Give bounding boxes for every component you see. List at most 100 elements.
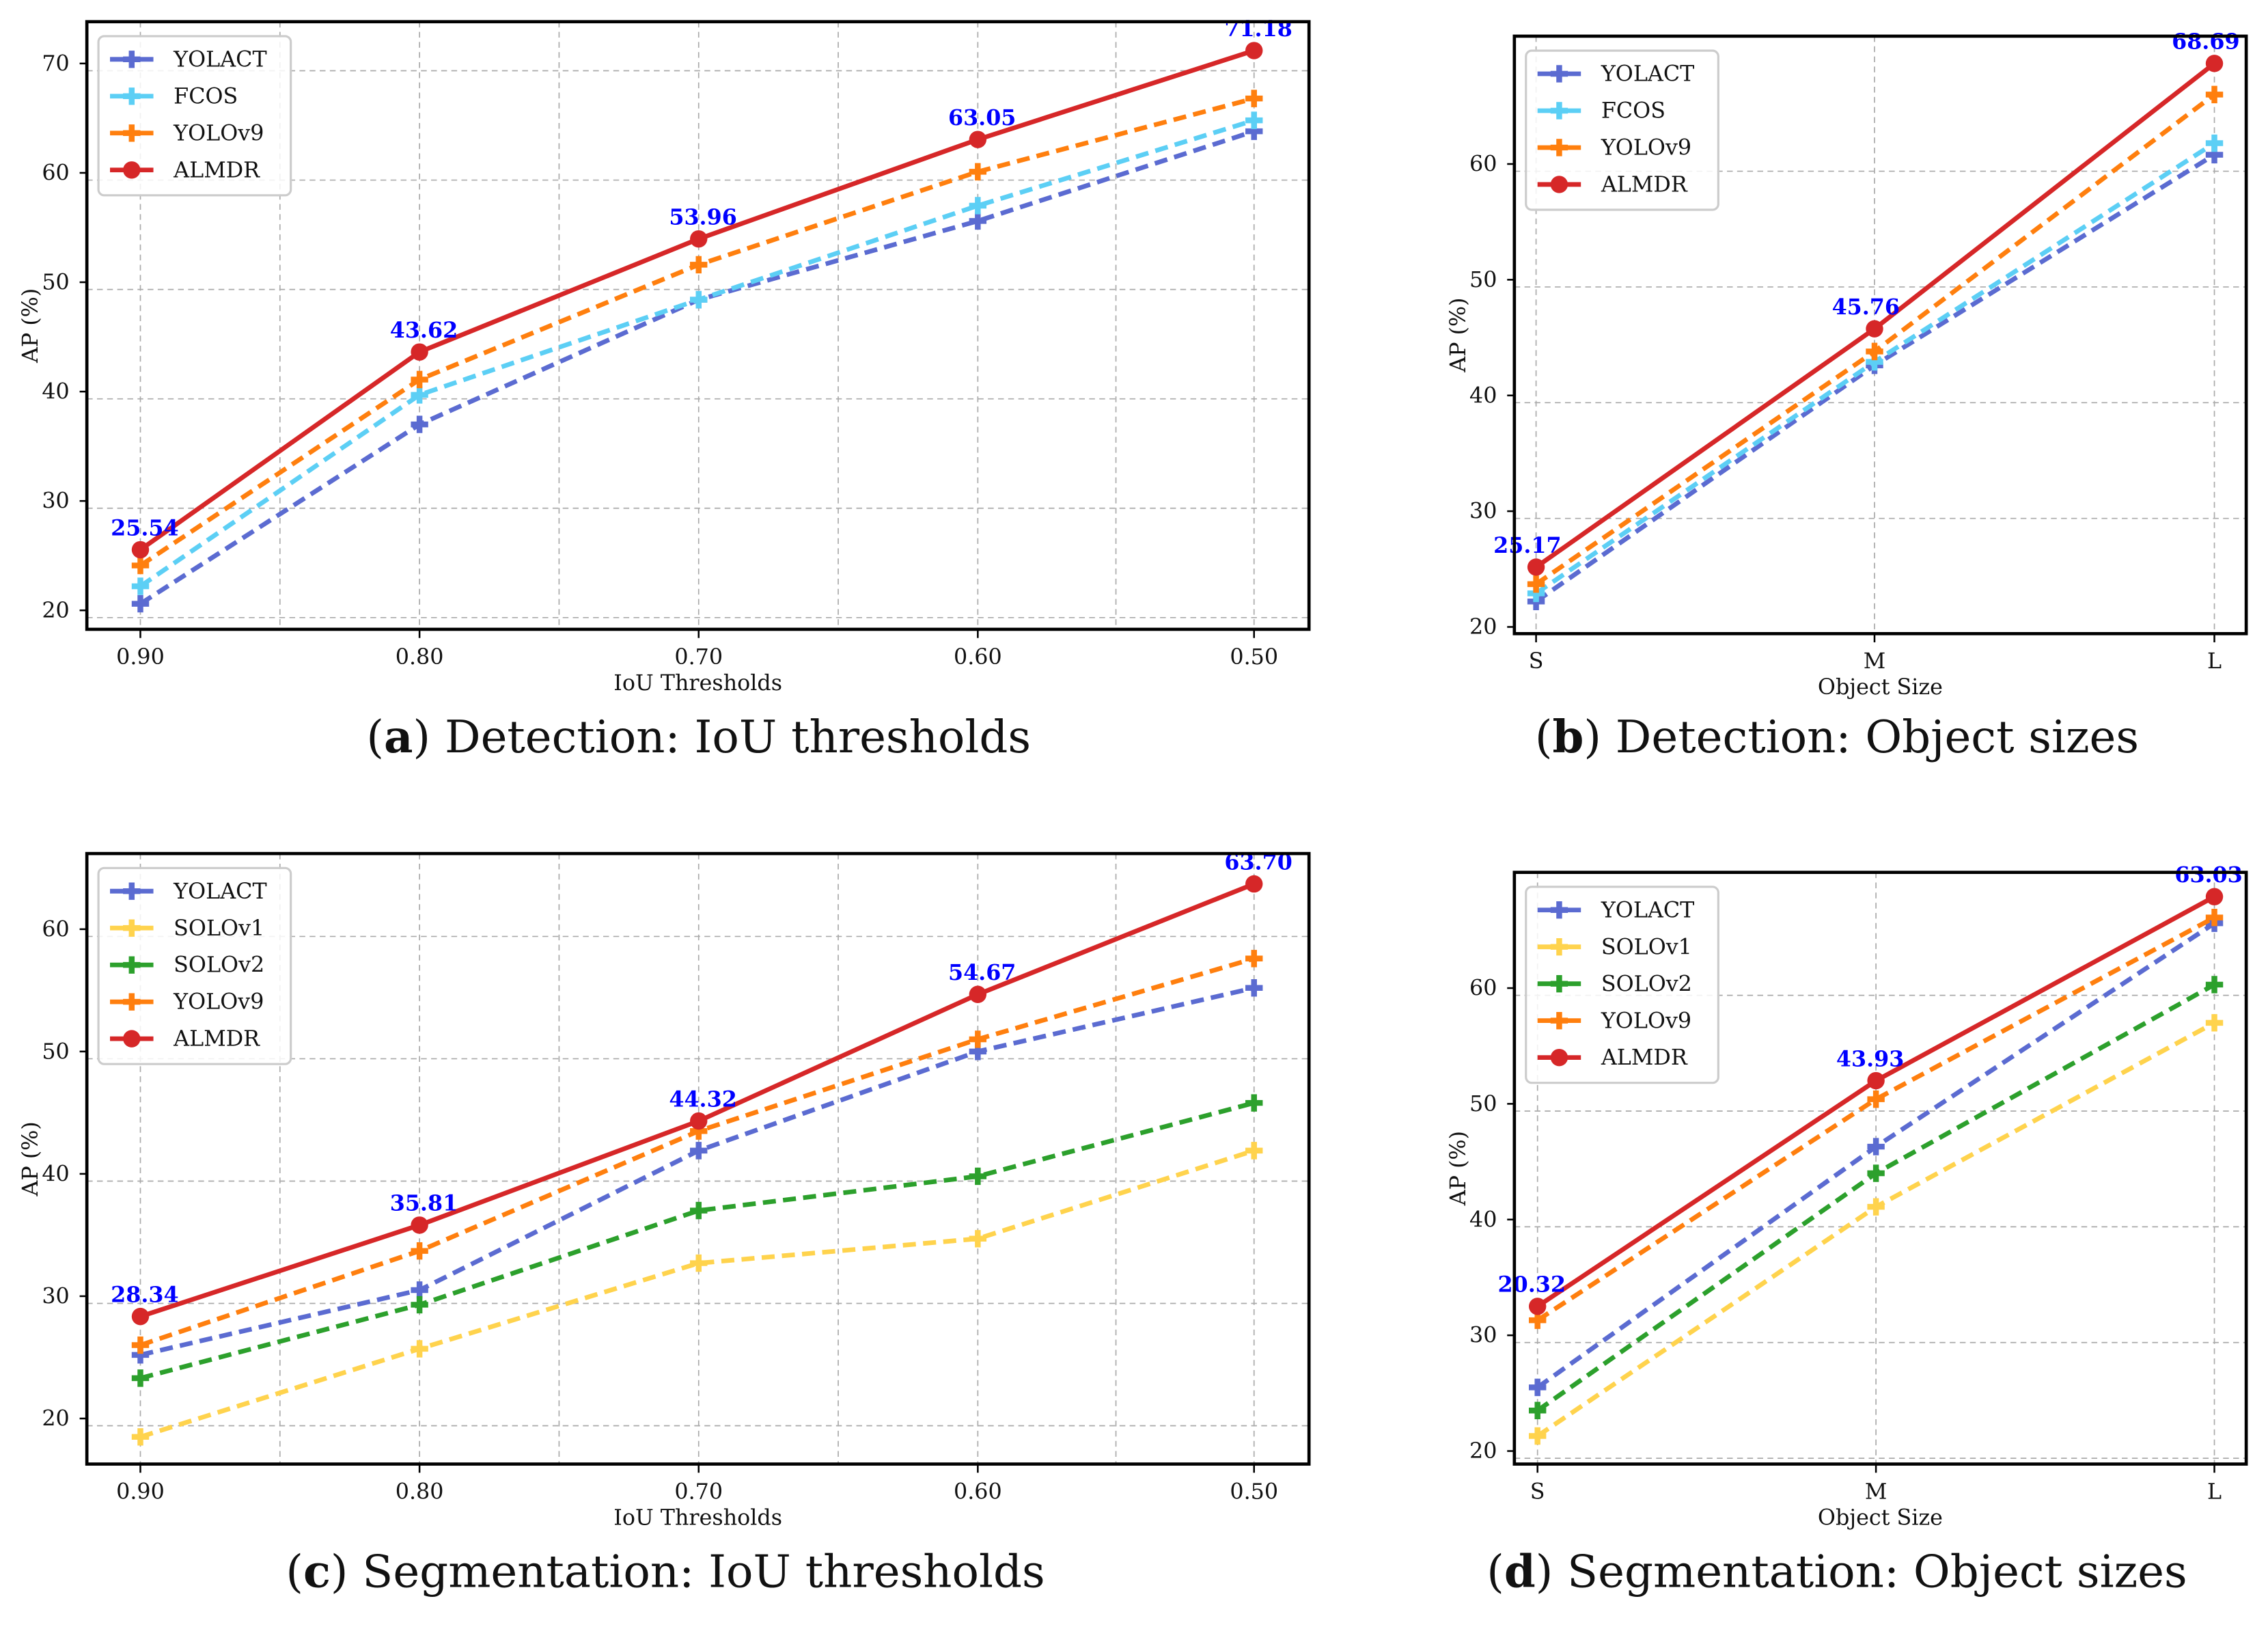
data-point-yolov9: [969, 1030, 987, 1048]
x-tick-label: M: [1864, 649, 1886, 674]
legend-marker: [123, 1030, 141, 1048]
data-point-yolov9: [690, 256, 708, 274]
x-tick-label: 0.50: [1230, 645, 1278, 670]
y-tick-label: 40: [1469, 1207, 1497, 1232]
legend-label: YOLACT: [173, 47, 266, 72]
chart-caption: (a) Detection: IoU thresholds: [366, 711, 1031, 763]
data-label: 20.32: [1498, 1272, 1566, 1298]
data-point-solov1: [969, 1230, 987, 1248]
y-tick-label: 40: [42, 1162, 69, 1186]
plot-frame: [85, 20, 1311, 631]
data-point-fcos: [1866, 353, 1883, 371]
data-point-almdr: [2205, 55, 2224, 72]
chart-caption: (c) Segmentation: IoU thresholds: [286, 1546, 1045, 1598]
caption-text: ) Segmentation: IoU thresholds: [331, 1546, 1045, 1598]
y-tick-label: 50: [1469, 268, 1497, 292]
x-tick-label: M: [1865, 1479, 1887, 1504]
y-tick-label: 50: [1469, 1092, 1497, 1117]
data-point-solov2: [969, 1167, 987, 1186]
data-point-fcos: [1527, 584, 1545, 603]
data-point-almdr: [1866, 320, 1883, 338]
caption-letter: c: [303, 1546, 331, 1598]
data-point-solov1: [2205, 1014, 2224, 1032]
data-label: 25.54: [111, 515, 178, 541]
series-line-yolact: [139, 985, 1255, 1358]
legend-label: YOLOv9: [173, 990, 264, 1015]
data-point-yolov9: [1245, 950, 1263, 968]
data-point-yolact: [411, 415, 428, 433]
legend-label: SOLOv1: [174, 916, 264, 941]
chart-d: 20 30 40 50 60 S M L Object Size AP (%) 20.32 43.93…: [1446, 862, 2248, 1598]
data-point-solov2: [411, 1296, 428, 1314]
data-label: 68.69: [2172, 29, 2239, 55]
legend-label: SOLOv1: [1601, 935, 1692, 959]
data-point-yolact: [1867, 1138, 1885, 1155]
data-point-yolov9: [1245, 90, 1263, 107]
y-tick-label: 60: [1469, 152, 1497, 177]
legend-marker: [123, 161, 141, 179]
legend-marker: [123, 956, 141, 974]
y-tick-label: 70: [42, 51, 69, 76]
data-point-yolact: [1245, 122, 1263, 140]
data-point-solov1: [1528, 1427, 1547, 1445]
caption-text: ) Segmentation: Object sizes: [1536, 1546, 2187, 1598]
x-tick-label: 0.90: [116, 645, 165, 670]
series-line-solov1: [139, 1148, 1255, 1440]
y-tick-label: 20: [42, 1407, 69, 1432]
legend-label: FCOS: [174, 84, 238, 109]
legend-label: YOLACT: [173, 879, 266, 904]
legend-marker: [1550, 1048, 1568, 1067]
data-point-yolov9: [1866, 342, 1883, 361]
series-line-yolact: [139, 128, 1255, 606]
data-point-almdr: [1527, 558, 1545, 576]
y-tick-label: 60: [1469, 976, 1497, 1001]
legend: [1525, 886, 1719, 1084]
chart-caption: (b) Detection: Object sizes: [1535, 711, 2139, 763]
data-point-almdr: [1867, 1071, 1885, 1090]
data-point-almdr: [969, 985, 987, 1003]
data-label: 45.76: [1832, 295, 1900, 320]
data-label: 28.34: [111, 1282, 178, 1307]
y-tick-label: 30: [1469, 1324, 1497, 1348]
x-tick-label: 0.70: [674, 645, 723, 670]
x-tick-label: 0.60: [954, 645, 1002, 670]
data-point-almdr: [411, 343, 428, 361]
data-point-fcos: [1245, 111, 1263, 129]
plot-frame: [1512, 34, 2248, 635]
legend-marker: [123, 993, 141, 1011]
legend-label: ALMDR: [173, 1027, 260, 1052]
data-point-fcos: [131, 577, 150, 595]
data-point-fcos: [690, 290, 708, 309]
data-point-yolov9: [1527, 575, 1545, 593]
data-point-yolov9: [2205, 909, 2224, 927]
data-point-yolov9: [969, 163, 987, 181]
y-axis-label: AP (%): [18, 1121, 43, 1196]
data-point-yolact: [969, 212, 987, 230]
data-label: 35.81: [390, 1191, 458, 1216]
y-tick-label: 20: [42, 599, 69, 623]
data-label: 43.93: [1836, 1046, 1904, 1071]
legend-marker: [1550, 139, 1568, 156]
x-tick-label: 0.60: [954, 1479, 1002, 1504]
data-point-yolact: [690, 1142, 708, 1160]
series-line-solov2: [139, 1100, 1255, 1381]
legend-label: YOLACT: [1601, 62, 1694, 87]
series-line-yolov9: [139, 96, 1255, 568]
caption-text: ) Detection: IoU thresholds: [413, 711, 1032, 763]
caption-paren: (: [1535, 711, 1553, 763]
x-tick-label: 0.80: [396, 1479, 444, 1504]
legend-marker: [1550, 1011, 1568, 1030]
legend-label: ALMDR: [1601, 173, 1688, 197]
caption-paren: (: [366, 711, 384, 763]
legend: [1525, 49, 1719, 211]
data-point-almdr: [131, 541, 150, 559]
legend-label: YOLOv9: [1601, 136, 1691, 161]
data-point-solov2: [1528, 1401, 1547, 1419]
legend-marker: [1550, 974, 1568, 993]
data-point-yolact: [131, 1346, 150, 1364]
data-label: 44.32: [669, 1086, 736, 1112]
data-label: 63.03: [2174, 862, 2242, 888]
data-point-almdr: [411, 1216, 428, 1234]
data-point-fcos: [969, 197, 987, 215]
